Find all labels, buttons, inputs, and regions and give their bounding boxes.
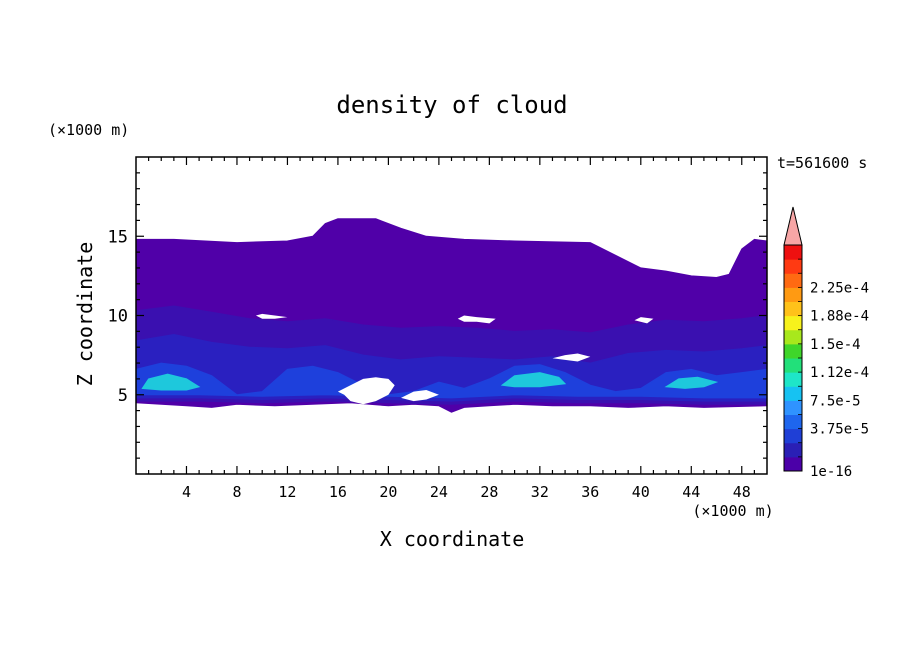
colorbar-label: 7.5e-5 (810, 393, 861, 409)
colorbar-segment (784, 442, 802, 458)
colorbar-segment (784, 358, 802, 373)
x-tick-label: 12 (278, 483, 296, 501)
y-unit-label: (×1000 m) (48, 121, 129, 139)
chart-title: density of cloud (336, 91, 567, 119)
colorbar-segment (784, 315, 802, 331)
plot-area (135, 156, 768, 475)
y-axis-ticks: 5 10 15 (108, 172, 767, 459)
colorbar-segment (784, 386, 802, 401)
colorbar-segment (784, 456, 802, 472)
colorbar: 1e-16 3.75e-5 7.5e-5 1.12e-4 1.5e-4 1.88e-4 2.… (783, 206, 869, 480)
x-axis-ticks: 4 8 12 16 20 24 28 32 36 40 44 48 (148, 157, 755, 501)
y-tick-label: 5 (118, 386, 128, 406)
y-axis-label: Z coordinate (73, 242, 97, 387)
colorbar-segment (784, 400, 802, 416)
x-tick-label: 32 (531, 483, 549, 501)
clear-gap-1 (457, 315, 496, 324)
colorbar-segment (784, 301, 802, 317)
colorbar-label: 3.75e-5 (810, 422, 869, 438)
contour-region-6 (664, 376, 719, 389)
contour-region-5 (500, 372, 567, 388)
colorbar-segment (784, 372, 802, 387)
time-label: t=561600 s (777, 154, 867, 172)
colorbar-label: 1e-16 (810, 464, 852, 480)
y-tick-label: 10 (108, 307, 128, 327)
clear-gap-4 (401, 390, 439, 402)
colorbar-label: 2.25e-4 (810, 280, 869, 296)
colorbar-segment (784, 428, 802, 444)
colorbar-label: 1.88e-4 (810, 309, 869, 325)
colorbar-segment (784, 343, 802, 359)
y-tick-label: 15 (108, 227, 128, 247)
x-tick-label: 4 (182, 483, 191, 501)
x-tick-label: 40 (632, 483, 650, 501)
colorbar-segment (784, 287, 802, 303)
contour-region-4 (141, 373, 201, 391)
contour-region-3 (136, 362, 767, 399)
x-axis-label: X coordinate (380, 527, 525, 551)
colorbar-label: 1.12e-4 (810, 365, 869, 381)
colorbar-extend-arrow (783, 206, 803, 246)
clear-gap-0 (255, 313, 288, 319)
x-tick-label: 28 (480, 483, 498, 501)
x-tick-label: 8 (232, 483, 241, 501)
colorbar-segment (784, 259, 802, 274)
x-tick-label: 16 (329, 483, 347, 501)
x-unit-label: (×1000 m) (692, 502, 773, 520)
x-tick-label: 20 (379, 483, 397, 501)
colorbar-segment (784, 414, 802, 430)
x-tick-label: 48 (733, 483, 751, 501)
x-tick-label: 24 (430, 483, 448, 501)
colorbar-label: 1.5e-4 (810, 337, 861, 353)
clear-gap-3 (337, 377, 395, 405)
clear-gap-5 (634, 317, 654, 324)
colorbar-segment (784, 273, 802, 288)
colorbar-segment (784, 329, 802, 345)
x-tick-label: 44 (682, 483, 700, 501)
x-tick-label: 36 (581, 483, 599, 501)
clear-gap-2 (552, 353, 591, 362)
colorbar-segment (784, 245, 802, 260)
